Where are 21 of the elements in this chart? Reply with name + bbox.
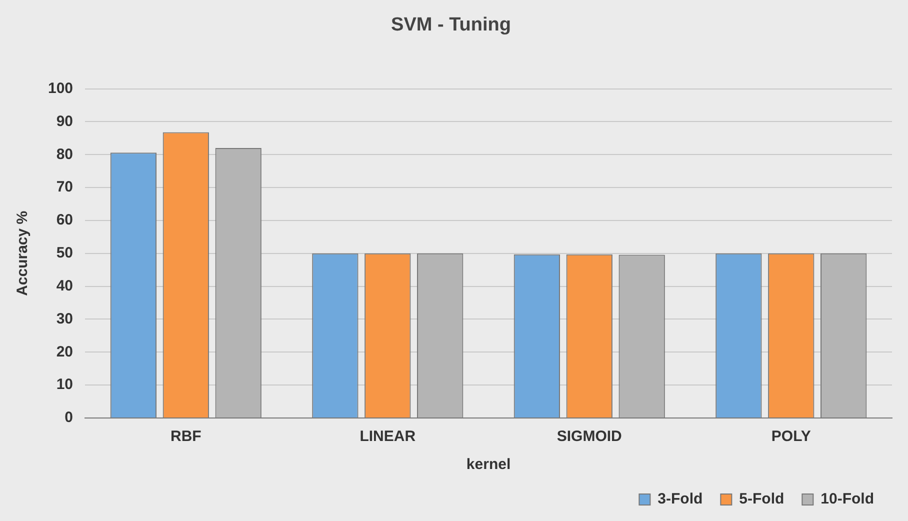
y-tick-label: 80 (56, 146, 74, 163)
y-tick-label: 70 (56, 178, 74, 196)
y-tick-label: 0 (64, 409, 74, 426)
x-axis-title: kernel (466, 456, 511, 474)
legend-label: 3-Fold (658, 490, 703, 508)
x-tick-label: RBF (170, 428, 202, 446)
legend-label: 10-Fold (820, 490, 874, 508)
y-tick-label: 20 (56, 343, 74, 360)
chart-title: SVM - Tuning (391, 14, 511, 36)
x-tick-label: POLY (771, 428, 811, 446)
y-tick-label: 10 (56, 376, 74, 394)
y-tick-label: 50 (56, 244, 74, 262)
y-axis-title: Accuracy % (14, 210, 32, 296)
legend-label: 5-Fold (739, 490, 784, 508)
y-tick-label: 40 (56, 277, 74, 294)
y-tick-label: 60 (56, 212, 74, 229)
y-tick-label: 90 (56, 112, 74, 130)
y-tick-label: 30 (56, 310, 74, 328)
x-tick-label: SIGMOID (556, 428, 622, 446)
x-tick-label: LINEAR (360, 428, 416, 446)
y-tick-label: 100 (48, 80, 74, 97)
